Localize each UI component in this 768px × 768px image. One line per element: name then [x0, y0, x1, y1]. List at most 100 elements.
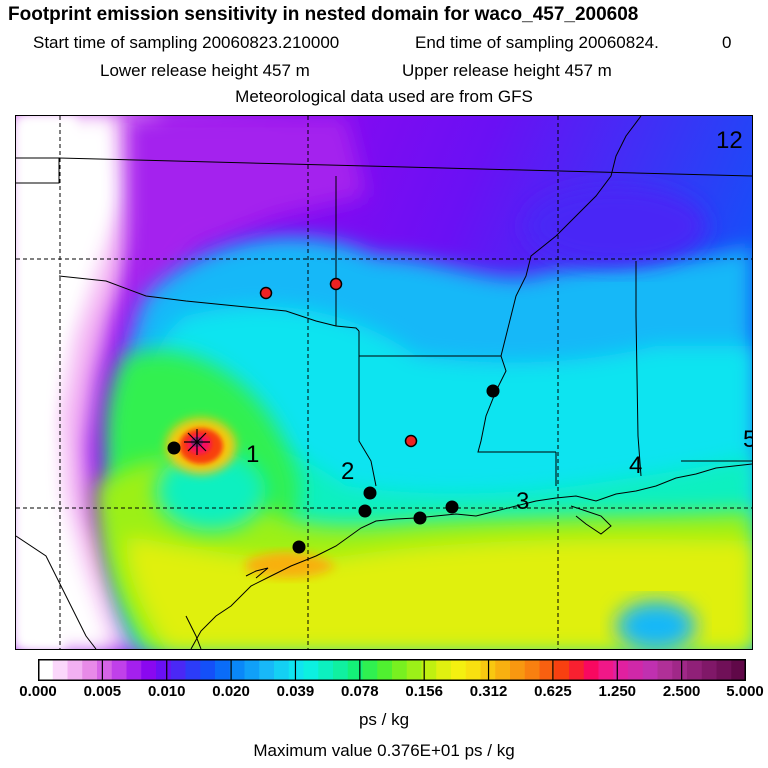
colorbar-tick-label: 0.078	[341, 683, 379, 700]
black-site-marker	[363, 486, 377, 500]
black-site-marker	[167, 441, 181, 455]
colorbar-tick-label: 0.010	[147, 683, 186, 700]
start-time-label: Start time of sampling	[33, 33, 198, 52]
colorbar-swatch	[392, 659, 408, 681]
colorbar-swatch	[170, 659, 187, 681]
colorbar-tick-label: 2.500	[662, 683, 701, 700]
black-site-marker	[413, 511, 427, 525]
colorbar-swatch	[229, 659, 246, 681]
colorbar-tick-label: 0.156	[405, 683, 443, 700]
colorbar-swatch	[672, 659, 688, 681]
footprint-map: 1 2 3 4 5 12	[15, 115, 753, 650]
black-site-marker	[358, 504, 372, 518]
maximum-value: 0.376E+01 ps / kg	[377, 741, 515, 760]
black-site-marker	[486, 384, 500, 398]
colorbar-swatch	[333, 659, 349, 681]
red-site-marker	[329, 277, 343, 291]
upper-height-label: Upper release height	[402, 61, 560, 80]
colorbar-tick-label: 0.005	[83, 683, 122, 700]
met-data-line: Meteorological data used are from GFS	[235, 87, 533, 106]
political-boundaries	[16, 116, 752, 649]
colorbar-swatch	[687, 659, 703, 681]
sensitivity-field	[16, 116, 752, 649]
colorbar-swatch	[126, 659, 142, 681]
colorbar-swatch	[598, 659, 614, 681]
red-site-marker	[404, 434, 418, 448]
black-site-marker	[292, 540, 306, 554]
colorbar-swatch	[628, 659, 644, 681]
colorbar-swatch	[539, 659, 555, 681]
colorbar-swatch	[613, 659, 629, 681]
red-site-marker	[259, 286, 273, 300]
colorbar-swatch	[185, 659, 201, 681]
start-time-line: Start time of sampling 20060823.210000	[33, 33, 339, 53]
upper-height-line: Upper release height 457 m	[402, 61, 612, 81]
colorbar-swatch	[451, 659, 467, 681]
region-label: 1	[246, 441, 259, 468]
colorbar-swatch	[716, 659, 732, 681]
upper-height-value: 457 m	[564, 61, 612, 80]
black-sites	[167, 384, 500, 554]
colorbar-swatch	[465, 659, 482, 681]
colorbar-swatch	[421, 659, 437, 681]
colorbar-swatch	[554, 659, 570, 681]
lower-height-value: 457 m	[262, 61, 310, 80]
colorbar-swatch	[583, 659, 600, 681]
colorbar-tick-label: 5.000	[726, 683, 764, 700]
colorbar-swatch	[274, 659, 290, 681]
colorbar-tick-label: 0.000	[19, 683, 57, 700]
colorbar-swatch	[111, 659, 128, 681]
colorbar-swatch	[436, 659, 452, 681]
colorbar-swatch	[569, 659, 585, 681]
plot-title: Footprint emission sensitivity in nested…	[8, 4, 639, 25]
colorbar-swatch	[362, 659, 378, 681]
colorbar-swatch	[731, 659, 746, 681]
region-label: 4	[629, 452, 642, 479]
colorbar-swatch	[38, 659, 54, 681]
colorbar-swatch	[303, 659, 319, 681]
colorbar-swatch	[259, 659, 275, 681]
end-time-label: End time of sampling	[415, 33, 574, 52]
colorbar-swatch	[200, 659, 216, 681]
colorbar-swatch	[82, 659, 98, 681]
region-label: 2	[341, 458, 354, 485]
lower-height-label: Lower release height	[100, 61, 258, 80]
region-labels: 1 2 3 4 5 12	[246, 127, 752, 515]
colorbar-swatch	[347, 659, 364, 681]
colorbar-swatch	[288, 659, 305, 681]
end-time-tail: 0	[722, 33, 732, 52]
maximum-value-line: Maximum value 0.376E+01 ps / kg	[0, 741, 768, 761]
colorbar-swatch	[141, 659, 157, 681]
release-point-marker	[184, 429, 210, 455]
colorbar-swatch	[657, 659, 673, 681]
colorbar-swatch	[510, 659, 526, 681]
region-label: 5	[743, 426, 752, 453]
start-time-value: 20060823.210000	[202, 33, 340, 52]
colorbar-swatch	[377, 659, 393, 681]
colorbar-swatch	[406, 659, 423, 681]
colorbar-swatch	[524, 659, 541, 681]
colorbar-units: ps / kg	[358, 710, 410, 729]
grid-lines	[16, 116, 752, 649]
colorbar-tick-label: 0.312	[469, 683, 508, 700]
colorbar-swatch	[701, 659, 718, 681]
colorbar-tick-label: 0.020	[212, 683, 250, 700]
end-time-line: End time of sampling 20060824.	[415, 33, 659, 53]
black-site-marker	[445, 500, 459, 514]
colorbar-swatch	[215, 659, 231, 681]
colorbar-tick-label: 1.250	[598, 683, 637, 700]
colorbar-swatch	[156, 659, 172, 681]
region-label: 12	[716, 127, 743, 154]
colorbar-swatch	[642, 659, 659, 681]
colorbar-tick-label: 0.625	[534, 683, 572, 700]
region-label: 3	[516, 488, 529, 515]
colorbar-frame	[38, 659, 746, 681]
colorbar-tick-label: 0.039	[276, 683, 315, 700]
colorbar-swatch	[67, 659, 83, 681]
colorbar-swatch	[244, 659, 260, 681]
colorbar-swatch	[495, 659, 511, 681]
end-time-value: 20060824.	[578, 33, 659, 52]
colorbar-swatch	[97, 659, 113, 681]
colorbar-swatch	[318, 659, 334, 681]
maximum-value-label: Maximum value	[253, 741, 373, 760]
